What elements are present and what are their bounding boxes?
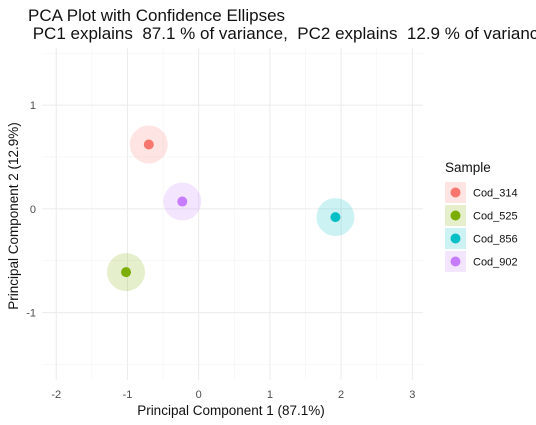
data-point-cod_902: [177, 196, 188, 207]
legend-key-dot: [450, 187, 461, 198]
x-tick-label: 3: [409, 389, 415, 401]
y-tick-label: -1: [26, 308, 36, 320]
chart-title-line-2: PC1 explains 87.1 % of variance, PC2 exp…: [28, 24, 536, 43]
data-point-cod_856: [330, 212, 341, 223]
legend-label-cod_902: Cod_902: [473, 257, 518, 269]
x-tick-label: 0: [196, 389, 202, 401]
y-axis-label: Principal Component 2 (12.9%): [6, 122, 21, 310]
legend-label-cod_525: Cod_525: [473, 211, 518, 223]
legend-label-cod_856: Cod_856: [473, 234, 518, 246]
y-tick-label: 0: [30, 204, 36, 216]
legend-key-dot: [450, 256, 461, 267]
x-tick-label: 1: [267, 389, 273, 401]
legend-key-dot: [450, 210, 461, 221]
x-tick-label: 2: [338, 389, 344, 401]
y-tick-label: 1: [30, 100, 36, 112]
confidence-ellipses: [107, 125, 355, 292]
data-point-cod_314: [143, 139, 154, 150]
data-point-cod_525: [121, 267, 132, 278]
y-axis-ticks: -1 0 1: [26, 100, 36, 320]
legend: Sample Cod_314 Cod_525 Cod_856 Cod_902: [445, 160, 518, 272]
grid-lines: [42, 48, 423, 380]
chart-title-line-1: PCA Plot with Confidence Ellipses: [28, 6, 286, 25]
x-tick-label: -1: [123, 389, 133, 401]
x-axis-label: Principal Component 1 (87.1%): [137, 403, 325, 418]
legend-key-dot: [450, 233, 461, 244]
x-tick-label: -2: [51, 389, 61, 401]
legend-title: Sample: [445, 160, 491, 175]
legend-label-cod_314: Cod_314: [473, 188, 518, 200]
x-axis-ticks: -2 -1 0 1 2 3: [51, 389, 415, 401]
data-points: [121, 139, 341, 278]
